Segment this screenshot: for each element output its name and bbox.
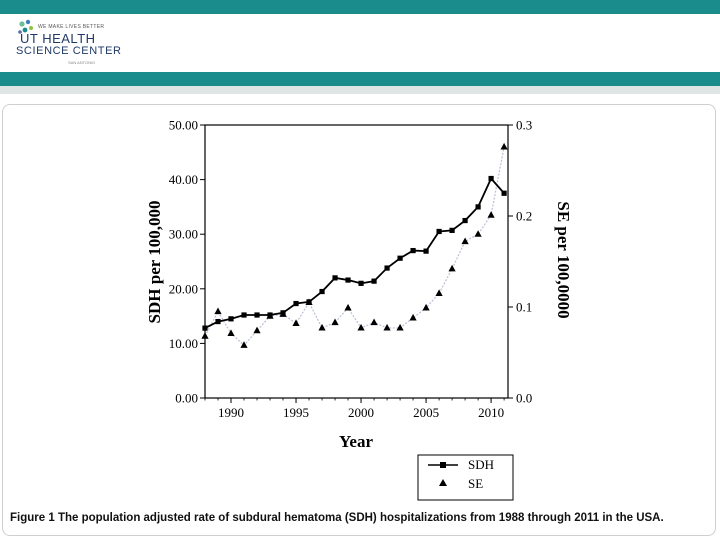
series-se-point — [253, 326, 261, 334]
x-tick-label: 2010 — [478, 405, 504, 420]
series-sdh-point — [267, 312, 273, 318]
y-tick-label: 30.00 — [169, 227, 198, 242]
y-axis-title: SDH per 100,000 — [145, 201, 164, 324]
x-tick-label: 2005 — [413, 405, 439, 420]
series-sdh-point — [358, 280, 364, 286]
series-sdh-point — [228, 316, 234, 322]
series-se-point — [318, 323, 326, 331]
series-sdh-point — [280, 310, 286, 316]
y2-axis-title: SE per 100,0000 — [554, 201, 573, 318]
series-se-line — [204, 146, 505, 347]
series-se-point — [292, 319, 300, 326]
series-se-point — [474, 230, 482, 237]
series-sdh-point — [462, 217, 468, 224]
series-se-point — [214, 307, 222, 315]
series-se-point — [201, 332, 209, 339]
logo-line2: SCIENCE CENTER — [16, 45, 122, 57]
series-sdh-point — [332, 275, 338, 281]
series-se-point — [370, 318, 378, 326]
series-se-point — [500, 142, 508, 150]
logo-dots-icon — [18, 19, 33, 34]
caption-text: The population adjusted rate of subdural… — [57, 512, 664, 524]
series-sdh-point — [449, 227, 455, 233]
y-tick-label: 50.00 — [169, 118, 198, 133]
logo-subtitle: SAN ANTONIO — [68, 60, 96, 65]
y2-tick-label: 0.1 — [516, 300, 532, 315]
x-tick-label: 1990 — [218, 405, 244, 420]
legend-box — [417, 454, 514, 501]
series-sdh-point — [501, 190, 507, 196]
series-se-point — [448, 264, 456, 272]
series-sdh-point — [254, 312, 260, 318]
legend-label-se: SE — [468, 476, 483, 491]
series-sdh-point — [202, 325, 208, 331]
series-se-point — [240, 341, 248, 348]
y2-tick-label: 0.3 — [516, 118, 532, 133]
series-sdh-line — [204, 176, 505, 329]
series-se-point — [409, 313, 417, 321]
series-se-point — [227, 329, 235, 336]
series-se-point — [344, 303, 352, 311]
series-se-point — [357, 323, 365, 331]
series-se-point — [331, 318, 339, 326]
series-sdh-point — [306, 299, 312, 305]
series-sdh-point — [345, 277, 351, 283]
series-se-point — [435, 289, 443, 296]
ut-health-logo: WE MAKE LIVES BETTER UT HEALTH SCIENCE C… — [16, 18, 146, 70]
y2-tick-label: 0.0 — [516, 391, 532, 406]
mid-brand-bar — [0, 72, 720, 86]
series-sdh-point — [397, 255, 403, 261]
caption-label: Figure 1 — [10, 512, 55, 524]
series-sdh-point — [293, 300, 299, 307]
series-se-point — [487, 211, 495, 218]
legend: SDH SE — [417, 454, 514, 501]
x-axis-title: Year — [339, 432, 373, 451]
y-tick-label: 20.00 — [169, 281, 198, 296]
logo-tagline: WE MAKE LIVES BETTER — [38, 24, 105, 30]
y-tick-label: 40.00 — [169, 172, 198, 187]
series-sdh-point — [423, 248, 429, 254]
series-sdh-point — [410, 247, 416, 254]
y2-tick-label: 0.2 — [516, 209, 532, 224]
x-tick-label: 1995 — [283, 405, 309, 420]
series-sdh-point — [241, 312, 247, 318]
top-brand-bar — [0, 0, 720, 14]
plot-area — [204, 124, 509, 399]
figure-caption: Figure 1 The population adjusted rate of… — [10, 512, 664, 524]
light-band — [0, 86, 720, 94]
series-se-point — [461, 237, 469, 245]
series-sdh-point — [436, 228, 442, 235]
figure-frame — [2, 104, 716, 536]
series-se-point — [422, 303, 430, 311]
y-tick-label: 10.00 — [169, 336, 198, 351]
legend-marker-sdh — [440, 462, 446, 468]
y-tick-label: 0.00 — [175, 391, 198, 406]
legend-label-sdh: SDH — [468, 457, 494, 472]
series-sdh-point — [488, 175, 494, 182]
series-sdh-point — [371, 278, 377, 284]
logo-line1: UT HEALTH — [20, 31, 96, 46]
series-sdh-point — [384, 265, 390, 271]
x-tick-label: 2000 — [348, 405, 374, 420]
series-se-point — [396, 323, 404, 331]
series-sdh-point — [475, 204, 481, 210]
series-sdh-point — [319, 288, 325, 295]
series-se-point — [383, 323, 391, 331]
series-sdh-point — [215, 318, 221, 325]
legend-marker-se — [439, 479, 447, 486]
